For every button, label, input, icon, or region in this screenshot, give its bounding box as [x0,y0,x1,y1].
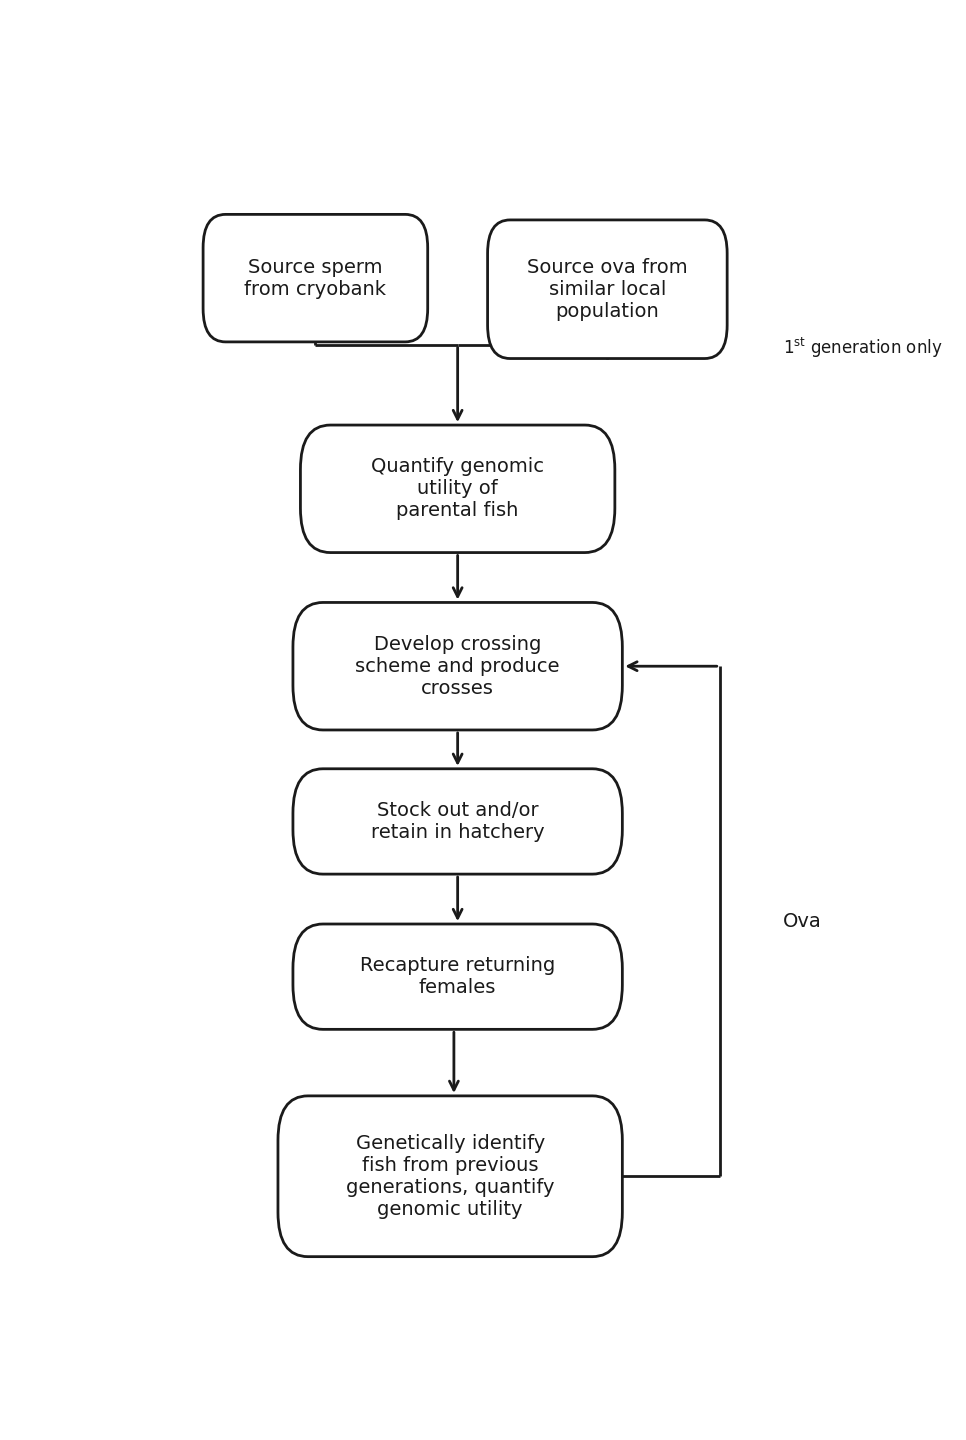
Text: Recapture returning
females: Recapture returning females [360,956,555,996]
Text: Quantify genomic
utility of
parental fish: Quantify genomic utility of parental fis… [371,458,544,520]
Text: Stock out and/or
retain in hatchery: Stock out and/or retain in hatchery [371,801,545,842]
Text: Source ova from
similar local
population: Source ova from similar local population [527,258,688,321]
Text: Source sperm
from cryobank: Source sperm from cryobank [244,258,386,298]
Text: Genetically identify
fish from previous
generations, quantify
genomic utility: Genetically identify fish from previous … [346,1133,554,1218]
FancyBboxPatch shape [488,220,727,359]
Text: 1$\mathregular{^{st}}$ generation only: 1$\mathregular{^{st}}$ generation only [783,336,943,360]
FancyBboxPatch shape [293,602,622,730]
Text: Develop crossing
scheme and produce
crosses: Develop crossing scheme and produce cros… [355,635,560,698]
Text: Ova: Ova [783,912,822,930]
FancyBboxPatch shape [300,425,614,553]
FancyBboxPatch shape [293,769,622,874]
FancyBboxPatch shape [278,1096,622,1257]
FancyBboxPatch shape [293,924,622,1030]
FancyBboxPatch shape [203,215,428,341]
